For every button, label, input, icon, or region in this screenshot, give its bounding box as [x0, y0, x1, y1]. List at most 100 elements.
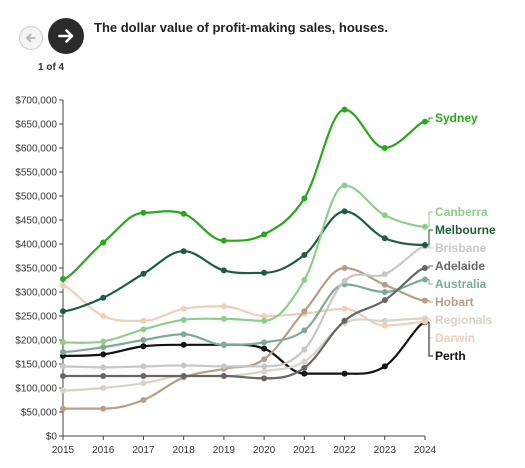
y-tick-label: $550,000 — [15, 168, 57, 179]
data-point-australia — [381, 289, 388, 295]
data-point-brisbane — [381, 271, 388, 278]
arrow-left-icon — [26, 33, 36, 43]
data-point-australia — [180, 331, 187, 338]
data-point-adelaide — [422, 265, 428, 271]
series-label-darwin: Darwin — [435, 331, 475, 345]
data-point-hobart — [381, 281, 388, 288]
series-line-sydney — [62, 108, 426, 281]
data-point-adelaide — [180, 373, 187, 379]
x-tick-label: 2022 — [333, 445, 356, 456]
data-point-darwin — [100, 313, 107, 319]
data-point-adelaide — [341, 317, 348, 324]
label-leader-sydney — [428, 117, 433, 123]
label-leader-adelaide — [428, 265, 433, 269]
data-point-darwin — [60, 282, 66, 289]
y-tick-label: $0 — [46, 432, 58, 443]
y-tick-label: $100,000 — [15, 384, 57, 395]
data-point-hobart — [261, 356, 268, 363]
data-point-perth — [140, 343, 147, 350]
data-point-melbourne — [100, 294, 107, 301]
label-leader-brisbane — [428, 245, 433, 249]
y-tick-label: $400,000 — [15, 240, 57, 251]
data-point-adelaide — [381, 297, 388, 304]
data-point-canberra — [220, 315, 227, 322]
label-leader-perth — [428, 321, 433, 357]
data-point-canberra — [301, 277, 308, 283]
series-line-regionals — [62, 317, 426, 392]
series-label-canberra: Canberra — [435, 205, 488, 219]
data-point-australia — [261, 339, 268, 346]
data-point-darwin — [220, 303, 227, 310]
data-point-darwin — [261, 313, 268, 319]
data-point-canberra — [140, 326, 147, 333]
data-point-regionals — [60, 387, 66, 394]
label-leader-regionals — [428, 317, 433, 321]
next-button[interactable] — [48, 18, 84, 54]
data-point-brisbane — [220, 363, 227, 370]
x-tick-label: 2024 — [414, 445, 437, 456]
data-point-brisbane — [301, 346, 308, 353]
x-tick-label: 2017 — [132, 445, 155, 456]
y-tick-label: $600,000 — [15, 144, 57, 155]
data-point-brisbane — [180, 362, 187, 369]
x-tick-label: 2018 — [173, 445, 196, 456]
data-point-sydney — [381, 145, 388, 151]
data-point-brisbane — [140, 363, 147, 370]
y-tick-label: $150,000 — [15, 360, 57, 371]
x-tick-label: 2023 — [374, 445, 397, 456]
data-point-perth — [261, 345, 268, 352]
data-point-perth — [341, 370, 348, 377]
y-tick-label: $500,000 — [15, 192, 57, 203]
x-tick-label: 2021 — [293, 445, 316, 456]
data-point-darwin — [180, 305, 187, 312]
y-tick-label: $700,000 — [15, 96, 57, 107]
data-point-canberra — [381, 212, 388, 219]
data-point-brisbane — [261, 363, 268, 370]
data-point-australia — [220, 341, 227, 348]
data-point-sydney — [180, 210, 187, 217]
data-point-regionals — [381, 317, 388, 324]
data-point-canberra — [60, 339, 66, 346]
series-label-melbourne: Melbourne — [435, 223, 496, 237]
data-point-regionals — [422, 315, 428, 322]
data-point-perth — [100, 351, 107, 358]
previous-button[interactable] — [19, 26, 43, 50]
data-point-darwin — [140, 317, 147, 324]
data-point-melbourne — [60, 308, 66, 315]
data-point-australia — [422, 276, 428, 283]
label-leader-melbourne — [428, 229, 433, 246]
data-point-regionals — [301, 358, 308, 365]
data-point-adelaide — [261, 375, 268, 382]
x-tick-label: 2019 — [213, 445, 236, 456]
series-label-sydney: Sydney — [435, 111, 478, 125]
data-point-hobart — [60, 405, 66, 412]
data-point-hobart — [100, 405, 107, 412]
data-point-melbourne — [341, 208, 348, 215]
data-point-canberra — [422, 223, 428, 230]
x-tick-label: 2015 — [52, 445, 75, 456]
data-point-sydney — [220, 237, 227, 244]
data-point-perth — [301, 370, 308, 377]
series-line-melbourne — [62, 210, 426, 313]
data-point-sydney — [261, 231, 268, 238]
data-point-adelaide — [301, 364, 308, 371]
series-line-darwin — [62, 284, 426, 327]
data-point-brisbane — [341, 277, 348, 284]
data-point-canberra — [100, 338, 107, 345]
label-leader-hobart — [428, 300, 433, 303]
data-point-adelaide — [100, 373, 107, 379]
y-tick-label: $50,000 — [21, 408, 58, 419]
y-tick-label: $350,000 — [15, 264, 57, 275]
data-point-brisbane — [60, 363, 66, 370]
y-tick-label: $300,000 — [15, 288, 57, 299]
data-point-hobart — [301, 308, 308, 315]
series-label-brisbane: Brisbane — [435, 241, 487, 255]
data-point-sydney — [301, 195, 308, 202]
x-tick-label: 2020 — [253, 445, 276, 456]
label-leader-canberra — [428, 211, 433, 228]
series-line-brisbane — [62, 245, 426, 369]
data-point-australia — [140, 337, 147, 343]
data-point-melbourne — [381, 235, 388, 242]
chart-header: The dollar value of profit-making sales,… — [0, 0, 525, 80]
data-point-regionals — [140, 380, 147, 387]
